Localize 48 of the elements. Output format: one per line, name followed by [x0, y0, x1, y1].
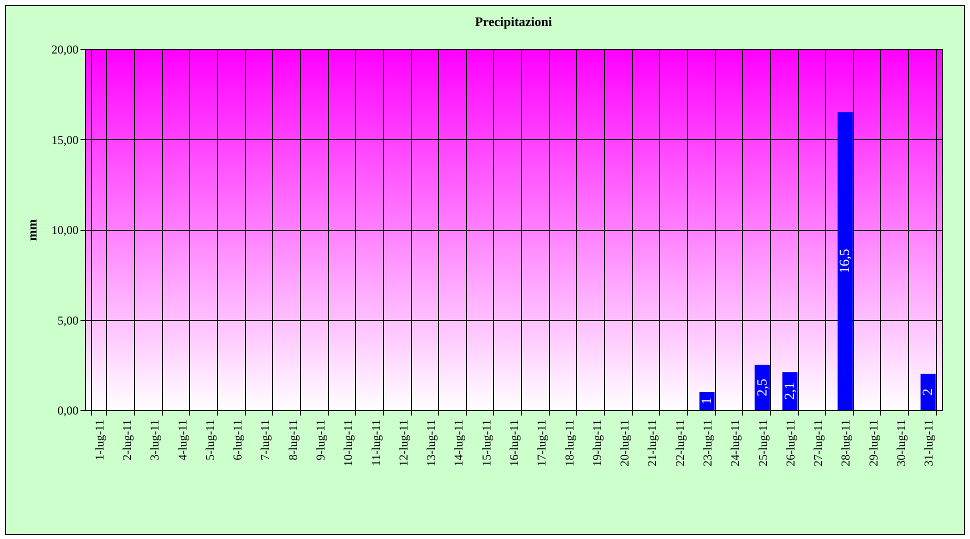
- x-tick-label: 31-lug-11: [922, 420, 936, 466]
- x-tick-label: 23-lug-11: [700, 420, 715, 466]
- x-tick-label: 24-lug-11: [728, 420, 742, 466]
- y-tick-label: 10,00: [52, 223, 78, 237]
- bar: [782, 372, 798, 410]
- x-tick-label: 30-lug-11: [894, 420, 908, 466]
- x-tick-label: 7-lug-11: [258, 420, 272, 460]
- x-tick-label: 21-lug-11: [645, 420, 660, 466]
- x-tick-label: 16-lug-11: [507, 420, 521, 466]
- y-tick-label: 5,00: [58, 313, 78, 328]
- bar: [920, 374, 936, 410]
- x-tick-label: 14-lug-11: [452, 420, 466, 466]
- x-tick-label: 29-lug-11: [866, 420, 880, 466]
- data-label: 2,1: [782, 382, 798, 400]
- y-tick-label: 15,00: [52, 132, 78, 147]
- x-tick-label: 1-lug-11: [92, 420, 106, 460]
- x-tick-label: 5-lug-11: [202, 420, 217, 460]
- data-label: 1: [700, 397, 716, 404]
- data-label: 16,5: [838, 248, 854, 274]
- x-tick-label: 22-lug-11: [672, 420, 687, 466]
- data-label: 2: [921, 388, 936, 396]
- x-tick-label: 9-lug-11: [313, 420, 328, 460]
- x-tick-label: 20-lug-11: [618, 420, 632, 466]
- x-tick-label: 8-lug-11: [286, 420, 300, 460]
- x-tick-label: 26-lug-11: [783, 420, 798, 466]
- x-tick-label: 15-lug-11: [479, 420, 494, 466]
- x-tick-label: 12-lug-11: [396, 420, 410, 466]
- bar: [754, 364, 770, 410]
- bar: [838, 112, 853, 410]
- x-tick-label: 17-lug-11: [534, 420, 549, 466]
- y-tick-label: 0,00: [58, 404, 78, 418]
- y-tick-label: 20,00: [52, 42, 78, 56]
- chart-title: Precipitazioni: [474, 14, 552, 29]
- x-tick-label: 25-lug-11: [756, 420, 770, 466]
- x-tick-label: 4-lug-11: [175, 420, 190, 460]
- bar: [699, 392, 715, 410]
- x-tick-label: 2-lug-11: [120, 420, 134, 460]
- x-tick-label: 27-lug-11: [811, 420, 826, 466]
- data-label: 2,5: [755, 378, 770, 396]
- x-tick-label: 18-lug-11: [562, 420, 576, 466]
- x-tick-label: 13-lug-11: [424, 420, 438, 466]
- y-axis-title: mm: [24, 219, 40, 241]
- x-tick-label: 11-lug-11: [368, 420, 383, 466]
- x-tick-label: 3-lug-11: [148, 420, 162, 460]
- x-tick-label: 6-lug-11: [230, 420, 245, 460]
- x-tick-label: 28-lug-11: [838, 420, 853, 466]
- x-tick-label: 19-lug-11: [590, 420, 604, 466]
- x-tick-label: 10-lug-11: [341, 420, 356, 466]
